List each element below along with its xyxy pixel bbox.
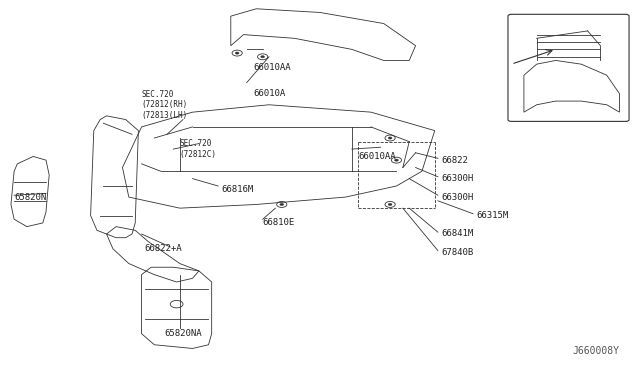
Text: 66010A: 66010A — [253, 89, 285, 98]
Text: 66841M: 66841M — [441, 230, 474, 238]
Text: 66810E: 66810E — [262, 218, 295, 227]
Circle shape — [394, 159, 398, 161]
Text: 66010AA: 66010AA — [358, 152, 396, 161]
Circle shape — [388, 137, 392, 139]
Text: 67840B: 67840B — [441, 248, 474, 257]
Text: 66300H: 66300H — [441, 193, 474, 202]
Text: SEC.720
(72812(RH)
(72813(LH): SEC.720 (72812(RH) (72813(LH) — [141, 90, 188, 120]
Text: 66816M: 66816M — [221, 185, 253, 194]
Text: 66822: 66822 — [441, 155, 468, 165]
Circle shape — [236, 52, 239, 54]
Text: 65820N: 65820N — [14, 193, 46, 202]
Text: J660008Y: J660008Y — [573, 346, 620, 356]
Text: 66300H: 66300H — [441, 174, 474, 183]
Text: 66010AA: 66010AA — [253, 63, 291, 72]
Text: SEC.720
(72812C): SEC.720 (72812C) — [180, 140, 217, 159]
Text: 66315M: 66315M — [476, 211, 508, 220]
Text: 66822+A: 66822+A — [145, 244, 182, 253]
Circle shape — [280, 203, 284, 206]
Circle shape — [260, 56, 264, 58]
Text: 65820NA: 65820NA — [164, 329, 202, 338]
Circle shape — [388, 203, 392, 206]
